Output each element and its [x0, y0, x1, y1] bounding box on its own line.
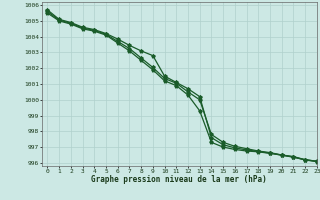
X-axis label: Graphe pression niveau de la mer (hPa): Graphe pression niveau de la mer (hPa)	[91, 175, 267, 184]
